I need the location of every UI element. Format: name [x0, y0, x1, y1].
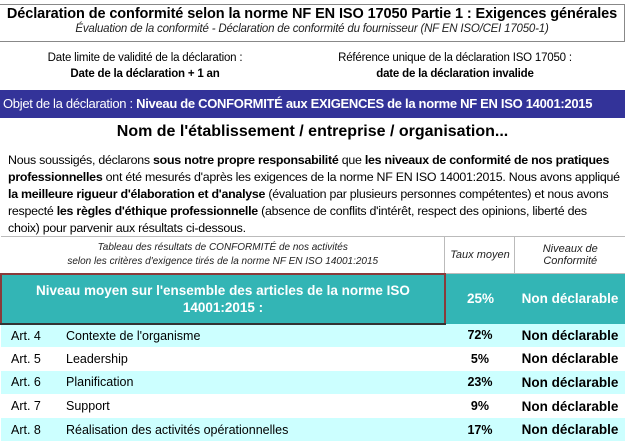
article-name: Leadership [66, 351, 128, 366]
table-row: Art. 4 Contexte de l'organisme 72% Non décl… [1, 323, 625, 348]
paragraph-text: que [338, 153, 365, 167]
article-number: Art. 8 [1, 417, 66, 442]
header-level: Niveaux de Conformité [514, 236, 625, 274]
table-row: Art. 7 Support 9% Non déclarable [1, 394, 625, 418]
header-line1: Tableau des résultats de CONFORMITÉ de n… [97, 241, 348, 253]
header-description: Tableau des résultats de CONFORMITÉ de n… [1, 236, 446, 274]
article-name: Réalisation des activités opérationnelle… [66, 417, 445, 442]
page-title: Déclaration de conformité selon la norme… [6, 6, 618, 22]
article-rate: 23% [444, 370, 515, 395]
header-rate: Taux moyen [444, 236, 516, 274]
paragraph-text: (évaluation par plusieurs personnes comp… [8, 187, 609, 218]
article-name: Planification [66, 370, 445, 395]
validity-block: Date limite de validité de la déclaratio… [20, 50, 270, 82]
table-row: Art. 5 Leadership 5% Non déclarable [1, 347, 625, 371]
article-rate: 17% [444, 417, 515, 442]
banner-text: Niveau de CONFORMITÉ aux EXIGENCES de la… [136, 96, 593, 111]
article-number: Art. 4 [1, 323, 66, 348]
article-level: Non déclarable [521, 398, 619, 414]
article-number: Art. 7 [11, 399, 41, 414]
table-row: Art. 8 Réalisation des activités opératio… [1, 417, 625, 442]
paragraph-emphasis: sous notre propre responsabilité [153, 153, 339, 167]
banner-prefix: Objet de la déclaration : [3, 96, 137, 111]
article-level: Non déclarable [521, 351, 619, 367]
declaration-object-banner: Objet de la déclaration : Niveau de CONF… [0, 90, 625, 118]
paragraph-emphasis: les niveaux de conformité de nos pratiqu… [8, 153, 610, 184]
validity-value: Date de la déclaration + 1 an [70, 68, 220, 80]
header-line2: selon les critères d'exigence tirés de l… [67, 255, 379, 267]
article-number: Art. 6 [1, 370, 66, 395]
paragraph-text: ont été mesurés d'après les exigences de… [102, 170, 620, 184]
article-rate: 72% [444, 323, 515, 348]
summary-label: Niveau moyen sur l'ensemble des articles… [0, 272, 446, 325]
validity-label: Date limite de validité de la déclaratio… [47, 52, 243, 64]
organization-name: Nom de l'établissement / entreprise / or… [116, 123, 509, 140]
results-table: Tableau des résultats de CONFORMITÉ de n… [0, 236, 625, 442]
summary-row: Niveau moyen sur l'ensemble des articles… [0, 272, 625, 325]
article-level: Non déclarable [514, 417, 625, 442]
article-level: Non déclarable [514, 323, 625, 348]
article-rate: 9% [470, 399, 489, 414]
reference-block: Référence unique de la déclaration ISO 1… [295, 50, 615, 82]
page-subtitle: Évaluation de la conformité - Déclaratio… [75, 23, 549, 35]
header: Déclaration de conformité selon la norme… [0, 4, 625, 42]
table-header: Tableau des résultats de CONFORMITÉ de n… [1, 236, 625, 274]
declaration-paragraph: Nous soussigés, déclarons sous notre pro… [8, 152, 620, 237]
paragraph-text: (absence de conflits d'intérêt, respect … [8, 204, 587, 235]
table-row: Art. 6 Planification 23% Non déclarable [1, 370, 625, 395]
summary-level: Non déclarable [514, 273, 625, 324]
paragraph-emphasis: la meilleure rigueur d'élaboration et d'… [8, 187, 266, 201]
reference-value: date de la déclaration invalide [376, 68, 534, 80]
summary-rate: 25% [444, 273, 515, 324]
reference-label: Référence unique de la déclaration ISO 1… [338, 52, 572, 64]
paragraph-text: Nous soussigés, déclarons [8, 153, 154, 167]
article-name: Contexte de l'organisme [66, 323, 445, 348]
article-number: Art. 5 [11, 351, 41, 366]
paragraph-emphasis: les règles d'éthique professionnelle [56, 204, 258, 218]
article-rate: 5% [470, 351, 489, 366]
article-name: Support [66, 399, 110, 414]
article-level: Non déclarable [514, 370, 625, 395]
